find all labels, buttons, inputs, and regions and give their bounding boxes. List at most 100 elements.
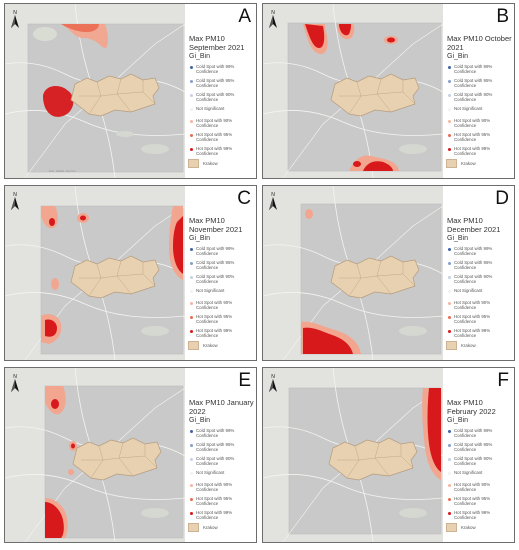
legend: A Max PM10 September 2021 Gi_Bin Cold Sp… [185, 4, 256, 178]
legend-item: Cold Spot with 90% Confidence [446, 92, 514, 106]
legend-item: Cold Spot with 90% Confidence [446, 456, 514, 470]
legend-item: Hot Spot with 90% Confidence [188, 118, 256, 132]
legend-item: Cold Spot with 99% Confidence [446, 246, 514, 260]
map-panel-e: N E Max PM10 January 2022 Gi_Bin Cold Sp… [4, 367, 257, 543]
map-view[interactable]: Esri, HERE, Garmin N [5, 4, 185, 178]
map-view[interactable]: N [263, 4, 443, 178]
svg-text:N: N [13, 374, 17, 380]
legend-krakow: Krakow [188, 341, 218, 350]
krakow-swatch [188, 523, 199, 532]
panel-letter: D [495, 188, 509, 209]
legend-title: Max PM10 September 2021 [189, 34, 245, 52]
legend-field: Gi_Bin [447, 417, 469, 424]
legend-field: Gi_Bin [447, 235, 469, 242]
legend-items: Cold Spot with 99% Confidence Cold Spot … [188, 246, 256, 342]
legend-krakow: Krakow [188, 159, 218, 168]
legend-title: Max PM10 December 2021 [447, 216, 501, 234]
legend-field: Gi_Bin [189, 235, 211, 242]
map-view[interactable]: N [5, 186, 185, 360]
krakow-swatch [446, 159, 457, 168]
legend-item: Hot Spot with 99% Confidence [446, 146, 514, 160]
legend-item: Cold Spot with 95% Confidence [188, 442, 256, 456]
legend-field: Gi_Bin [189, 417, 211, 424]
north-arrow-icon: N [269, 10, 277, 28]
svg-text:N: N [13, 192, 17, 198]
legend-item: Hot Spot with 90% Confidence [188, 482, 256, 496]
panel-letter: F [497, 370, 509, 391]
map-view[interactable]: N [263, 368, 443, 542]
svg-text:Esri, HERE, Garmin: Esri, HERE, Garmin [49, 169, 76, 173]
panel-letter: C [237, 188, 251, 209]
legend-item: Cold Spot with 99% Confidence [188, 246, 256, 260]
legend-item: Cold Spot with 95% Confidence [446, 442, 514, 456]
legend-item: Cold Spot with 99% Confidence [188, 64, 256, 78]
legend-item: Not Significant [188, 288, 256, 300]
legend-title: Max PM10 October 2021 [447, 34, 512, 52]
basemap [263, 186, 443, 360]
legend-item: Cold Spot with 99% Confidence [446, 64, 514, 78]
legend-krakow: Krakow [446, 523, 476, 532]
legend: C Max PM10 November 2021 Gi_Bin Cold Spo… [185, 186, 256, 360]
krakow-swatch [188, 159, 199, 168]
legend-title: Max PM10 January 2022 [189, 398, 254, 416]
legend-item: Cold Spot with 90% Confidence [188, 456, 256, 470]
legend: D Max PM10 December 2021 Gi_Bin Cold Spo… [443, 186, 514, 360]
svg-text:N: N [13, 10, 17, 16]
legend-item: Not Significant [446, 288, 514, 300]
legend-field: Gi_Bin [447, 53, 469, 60]
legend-item: Not Significant [188, 470, 256, 482]
legend-items: Cold Spot with 99% Confidence Cold Spot … [446, 246, 514, 342]
map-view[interactable]: N [263, 186, 443, 360]
legend-item: Cold Spot with 90% Confidence [446, 274, 514, 288]
legend-item: Cold Spot with 99% Confidence [446, 428, 514, 442]
legend-item: Hot Spot with 90% Confidence [446, 482, 514, 496]
legend-item: Not Significant [446, 470, 514, 482]
basemap [263, 4, 443, 178]
legend-item: Cold Spot with 95% Confidence [446, 260, 514, 274]
map-view[interactable]: N [5, 368, 185, 542]
legend-item: Hot Spot with 95% Confidence [446, 496, 514, 510]
legend-item: Cold Spot with 99% Confidence [188, 428, 256, 442]
legend-item: Not Significant [446, 106, 514, 118]
legend-items: Cold Spot with 99% Confidence Cold Spot … [188, 64, 256, 160]
map-panel-d: N D Max PM10 December 2021 Gi_Bin Cold S… [262, 185, 515, 361]
north-arrow-icon: N [269, 374, 277, 392]
legend: E Max PM10 January 2022 Gi_Bin Cold Spot… [185, 368, 256, 542]
legend-items: Cold Spot with 99% Confidence Cold Spot … [188, 428, 256, 524]
basemap [263, 368, 443, 542]
map-panel-b: N B Max PM10 October 2021 Gi_Bin Cold Sp… [262, 3, 515, 179]
legend-item: Hot Spot with 99% Confidence [188, 146, 256, 160]
map-panel-c: N C Max PM10 November 2021 Gi_Bin Cold S… [4, 185, 257, 361]
north-arrow-icon: N [11, 192, 19, 210]
legend-field: Gi_Bin [189, 53, 211, 60]
legend-item: Hot Spot with 99% Confidence [188, 510, 256, 524]
map-panel-f: N F Max PM10 February 2022 Gi_Bin Cold S… [262, 367, 515, 543]
svg-text:N: N [271, 374, 275, 380]
legend-title: Max PM10 February 2022 [447, 398, 496, 416]
north-arrow-icon: N [269, 192, 277, 210]
legend-krakow: Krakow [446, 341, 476, 350]
legend-krakow: Krakow [188, 523, 218, 532]
svg-text:N: N [271, 10, 275, 16]
legend-item: Hot Spot with 95% Confidence [446, 314, 514, 328]
legend-item: Hot Spot with 95% Confidence [188, 132, 256, 146]
panel-letter: E [238, 370, 251, 391]
north-arrow-icon: N [11, 374, 19, 392]
legend: F Max PM10 February 2022 Gi_Bin Cold Spo… [443, 368, 514, 542]
basemap [5, 186, 185, 360]
basemap: Esri, HERE, Garmin [5, 4, 185, 178]
legend-item: Hot Spot with 90% Confidence [446, 118, 514, 132]
legend: B Max PM10 October 2021 Gi_Bin Cold Spot… [443, 4, 514, 178]
legend-item: Cold Spot with 95% Confidence [188, 260, 256, 274]
legend-item: Hot Spot with 99% Confidence [446, 510, 514, 524]
svg-text:N: N [271, 192, 275, 198]
legend-item: Hot Spot with 90% Confidence [188, 300, 256, 314]
legend-item: Cold Spot with 95% Confidence [188, 78, 256, 92]
legend-krakow: Krakow [446, 159, 476, 168]
legend-item: Hot Spot with 95% Confidence [446, 132, 514, 146]
map-panel-a: Esri, HERE, Garmin N A Max PM10 Septembe… [4, 3, 257, 179]
legend-item: Not Significant [188, 106, 256, 118]
legend-item: Hot Spot with 95% Confidence [188, 496, 256, 510]
north-arrow-icon: N [11, 10, 19, 28]
legend-item: Cold Spot with 95% Confidence [446, 78, 514, 92]
